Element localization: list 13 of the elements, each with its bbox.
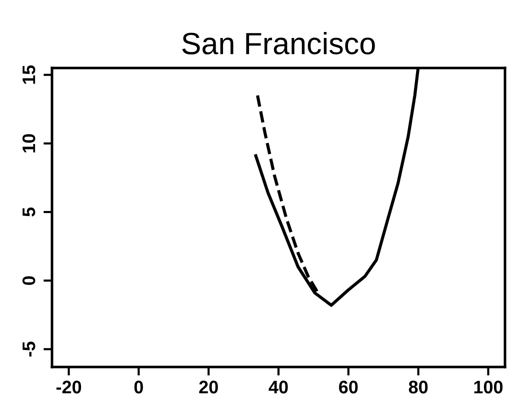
y-tick-label: -5 bbox=[22, 342, 36, 356]
y-tick-label: 10 bbox=[22, 134, 36, 152]
y-tick-label: 5 bbox=[22, 207, 36, 216]
x-tick-label: 60 bbox=[339, 380, 358, 394]
x-tick-label: 40 bbox=[268, 380, 288, 394]
x-tick-label: 20 bbox=[199, 380, 218, 394]
x-tick-label: 0 bbox=[134, 380, 143, 394]
x-tick-label: 80 bbox=[408, 380, 428, 394]
x-tick-label: 100 bbox=[474, 380, 503, 394]
x-tick-label: -20 bbox=[56, 380, 82, 394]
y-tick-label: 0 bbox=[22, 276, 36, 285]
y-tick-label: 15 bbox=[22, 65, 36, 84]
chart-title: San Francisco bbox=[182, 32, 375, 54]
